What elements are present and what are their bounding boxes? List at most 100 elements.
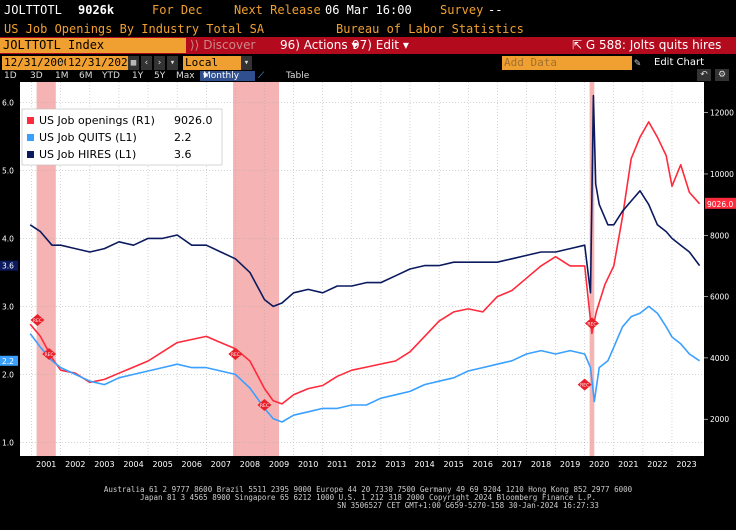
recession-marker [42, 348, 57, 360]
x-tick-label: 2014 [414, 460, 434, 469]
range-5y[interactable]: 5Y [154, 71, 166, 81]
table-button[interactable]: Table [286, 71, 310, 81]
discover-button[interactable]: ⟩⟩ Discover [190, 37, 255, 54]
ticker[interactable]: JOLTTOTL [4, 3, 62, 17]
right-tick-label: 2000 [710, 415, 729, 424]
chart-area: 2001 2002 2003 2004 2005 2006 2007 2008 2009 2010… [0, 82, 736, 469]
edit-button[interactable]: 97) Edit ▾ [352, 37, 409, 54]
undo-icon[interactable]: ↶ [697, 69, 711, 81]
end-date-input[interactable]: 12/31/2023 [66, 56, 137, 70]
recession-marker-label: REC [231, 352, 240, 358]
x-tick-label: 2004 [123, 460, 143, 469]
discover-label: Discover [203, 38, 256, 52]
series-name: US Job Openings By Industry Total SA [4, 22, 265, 36]
range-3d[interactable]: 3D [30, 71, 43, 81]
edit-chart-button[interactable]: Edit Chart [654, 57, 705, 68]
x-tick-label: 2009 [269, 460, 289, 469]
x-tick-label: 2001 [36, 460, 56, 469]
add-data-input[interactable]: Add Data [502, 56, 632, 70]
currency-select[interactable]: Local CCY [183, 56, 243, 83]
recession-marker-label: REC [260, 403, 269, 409]
recession-marker [30, 314, 45, 326]
x-tick-label: 2005 [152, 460, 172, 469]
chevron-left-icon[interactable]: ‹ [141, 56, 152, 70]
end-labels: REC REC REC REC REC REC 9026.0 3.6 2.2 [0, 197, 736, 411]
last-value: 9026k [78, 3, 115, 17]
chevron-right-icon[interactable]: › [154, 56, 165, 70]
frequency-label: Monthly [203, 71, 240, 81]
x-tick-label: 2002 [65, 460, 85, 469]
left-tick-label: 5.0 [2, 166, 14, 175]
left-tick-label: 3.0 [2, 302, 14, 311]
hires-end-label: 3.6 [2, 262, 14, 271]
line-chart-icon[interactable]: ⟋ [258, 71, 265, 81]
recession-marker-label: REC [45, 352, 54, 358]
edit-label: 97) Edit [352, 38, 400, 52]
footer-line-1: Australia 61 2 9777 8600 Brazil 5511 239… [103, 485, 633, 494]
gridlines [20, 82, 704, 456]
right-tick-label: 6000 [710, 293, 729, 302]
survey-value: -- [488, 3, 503, 17]
command-bar: JOLTTOTL Index ⟩⟩ Discover 96) Actions ▾… [0, 37, 736, 54]
footer: Australia 61 2 9777 8600 Brazil 5511 239… [0, 486, 736, 530]
x-tick-label: 2008 [240, 460, 260, 469]
range-1m[interactable]: 1M [55, 71, 69, 81]
legend-swatch [27, 134, 34, 141]
x-tick-label: 2011 [327, 460, 347, 469]
quits-end-tag [0, 355, 18, 366]
range-1y[interactable]: 1Y [132, 71, 144, 81]
legend-series-value: 2.2 [174, 131, 192, 144]
recession-marker-label: REC [587, 321, 596, 327]
chart-title: ⇱ G 588: Jolts quits hires [572, 37, 721, 54]
quits-end-label: 2.2 [2, 357, 14, 366]
x-tick-label: 2019 [560, 460, 580, 469]
pencil-icon[interactable]: ✎ [634, 56, 641, 69]
left-tick-label: 6.0 [2, 98, 14, 107]
range-1d[interactable]: 1D [4, 71, 17, 81]
settings-icon[interactable]: ⚙ [715, 69, 729, 81]
actions-button[interactable]: 96) Actions ▾ [280, 37, 357, 54]
openings-line [29, 121, 701, 405]
footer-line-3: SN 3506527 CET GMT+1:00 G659-5270-158 30… [337, 501, 599, 510]
hires-line [29, 94, 701, 308]
x-tick-label: 2013 [385, 460, 405, 469]
index-field[interactable]: JOLTTOTL Index [0, 38, 186, 53]
dropdown-icon[interactable]: ▾ [167, 56, 178, 70]
x-tick-label: 2015 [444, 460, 464, 469]
chart-title-text: G 588: Jolts quits hires [585, 38, 722, 52]
range-6m[interactable]: 6M [79, 71, 93, 81]
recession-marker-label: REC [580, 383, 589, 389]
left-tick-label: 2.0 [2, 370, 14, 379]
external-link-icon[interactable]: ⇱ [572, 38, 583, 52]
chevron-down-icon[interactable]: ▾ [241, 56, 252, 70]
next-release-label: Next Release [234, 3, 321, 17]
start-date-input[interactable]: 12/31/2000 [2, 56, 73, 70]
legend-series-name: US Job HIRES (L1) [39, 148, 136, 161]
next-release-value: 06 Mar 16:00 [325, 3, 412, 17]
x-tick-label: 2022 [647, 460, 667, 469]
recession-bands [36, 82, 595, 456]
recession-band [36, 82, 56, 456]
quits-line [29, 305, 701, 423]
actions-label: 96) Actions [280, 38, 348, 52]
axes: 2001 2002 2003 2004 2005 2006 2007 2008 2009 2010… [2, 98, 734, 469]
right-tick-label: 4000 [710, 354, 729, 363]
calendar-icon[interactable]: ▦ [128, 56, 139, 70]
legend-series-name: US Job QUITS (L1) [39, 131, 137, 144]
frequency-select[interactable]: Monthly ▾ [200, 71, 255, 81]
series-lines [29, 94, 701, 423]
x-tick-label: 2023 [676, 460, 696, 469]
range-bar: 1D 3D 1M 6M YTD 1Y 5Y Max Monthly ▾ ⟋ Ta… [0, 69, 736, 82]
footer-line-2: Japan 81 3 4565 8900 Singapore 65 6212 1… [139, 493, 597, 502]
legend-box [21, 108, 223, 166]
range-max[interactable]: Max [176, 71, 195, 81]
hires-end-tag [0, 260, 18, 271]
recession-marker [577, 378, 592, 391]
range-ytd[interactable]: YTD [102, 71, 120, 81]
right-tick-label: 12000 [710, 109, 734, 118]
openings-end-tag [705, 197, 736, 209]
legend: US Job openings (R1) 9026.0 US Job QUITS (… [21, 108, 223, 166]
left-tick-label: 4.0 [2, 234, 14, 243]
chevron-down-icon: ▾ [402, 38, 409, 52]
legend-series-value: 9026.0 [174, 114, 213, 127]
